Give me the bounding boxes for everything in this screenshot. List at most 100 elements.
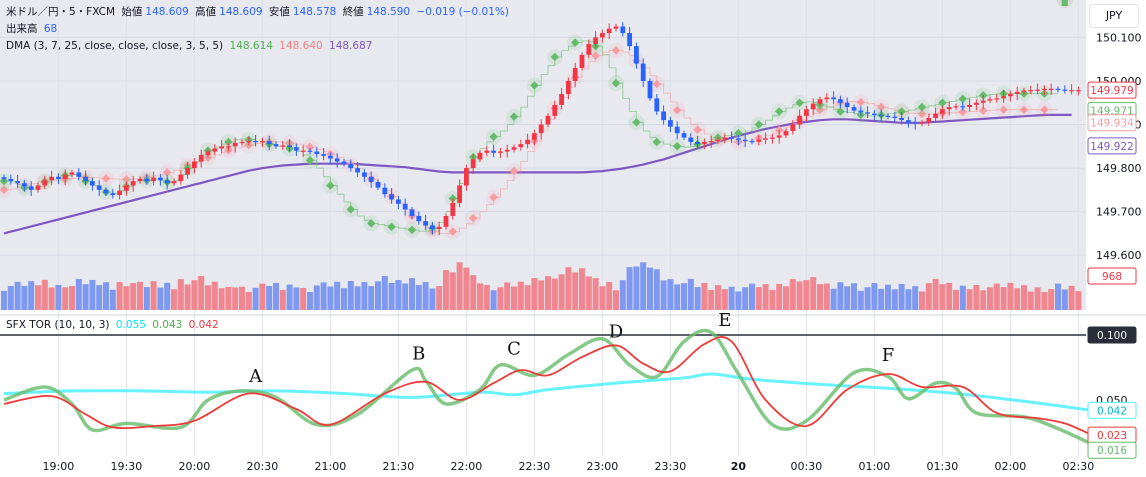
- time-tick-label: 02:00: [995, 460, 1027, 473]
- candle-body: [1021, 90, 1027, 92]
- candle-body: [314, 151, 320, 155]
- candle-body: [8, 178, 14, 182]
- volume-bar: [157, 287, 164, 310]
- candle-body: [770, 137, 775, 139]
- volume-bar: [7, 286, 14, 310]
- candle-body: [838, 99, 843, 103]
- symbol-legend[interactable]: 米ドル／円・5・FXCM 始値 148.609 高値 148.609 安値 148.5…: [6, 5, 512, 19]
- candle-body: [491, 150, 496, 153]
- volume-bar: [1068, 285, 1075, 310]
- volume-bar: [184, 284, 191, 310]
- low-value: 148.578: [292, 6, 337, 18]
- candle-body: [470, 159, 476, 169]
- volume-bar: [259, 283, 266, 310]
- candle-body: [498, 151, 503, 153]
- volume-bar: [667, 279, 674, 310]
- candle-body: [851, 107, 857, 111]
- candle-body: [613, 26, 619, 29]
- candle-body: [35, 185, 41, 190]
- volume-bar: [293, 287, 300, 310]
- candle-body: [294, 147, 299, 151]
- volume-bar: [334, 281, 341, 310]
- volume-bar: [62, 287, 69, 310]
- volume-bar: [1014, 288, 1021, 310]
- volume-bar: [69, 286, 75, 310]
- candle-body: [171, 181, 177, 184]
- volume-bar: [109, 289, 116, 310]
- time-tick-label: 19:00: [43, 460, 75, 473]
- candle-body: [328, 155, 333, 159]
- volume-bar: [531, 278, 538, 310]
- dma-legend[interactable]: DMA (3, 7, 25, close, close, close, 3, 5…: [6, 39, 375, 53]
- candle-body: [389, 194, 394, 200]
- price-tick-label: 150.100: [1096, 31, 1142, 44]
- time-axis[interactable]: 19:00 19:30 20:00 20:30 21:00 21:30 22:00 22:30…: [43, 460, 1095, 473]
- sfx-value-red: 0.042: [188, 319, 219, 331]
- sfx-value-green: 0.043: [152, 319, 183, 331]
- sfx-green-badge-box: [1087, 441, 1137, 459]
- volume-bar: [599, 286, 606, 310]
- candle-body: [1048, 88, 1054, 91]
- volume-bar: [225, 286, 232, 310]
- volume-bar: [647, 267, 653, 310]
- volume-bar: [395, 279, 402, 310]
- volume-bar: [1055, 283, 1061, 310]
- candle-body: [906, 120, 911, 123]
- candle-body: [76, 172, 82, 177]
- volume-bar: [218, 288, 225, 310]
- volume-bar: [1007, 282, 1014, 310]
- candle-body: [110, 193, 116, 196]
- volume-bar: [381, 275, 388, 310]
- volume-bar: [198, 275, 205, 310]
- candle-body: [375, 182, 381, 188]
- open-label: 始値: [121, 6, 143, 18]
- volume-bar: [579, 268, 585, 310]
- volume-bar: [898, 283, 905, 310]
- volume-bar: [776, 283, 783, 310]
- sfx-legend[interactable]: SFX TOR (10, 10, 3) 0.055 0.043 0.042: [6, 318, 222, 332]
- volume-bar: [313, 285, 320, 310]
- candle-body: [586, 43, 592, 55]
- volume-bar: [762, 284, 769, 310]
- candle-body: [226, 146, 231, 148]
- candle-body: [423, 221, 428, 226]
- volume-bar: [681, 283, 687, 310]
- volume-bar: [273, 282, 279, 310]
- volume-bar: [715, 285, 721, 310]
- volume-bar: [953, 289, 959, 310]
- symbol-name: 米ドル／円・5・FXCM: [6, 6, 116, 18]
- volume-bar: [973, 285, 980, 310]
- volume-bar: [279, 289, 286, 310]
- price-tick-label: 149.700: [1096, 206, 1142, 219]
- time-tick-label: 22:30: [519, 460, 551, 473]
- candle-body: [103, 189, 109, 194]
- volume-legend[interactable]: 出来高 68: [6, 22, 60, 36]
- volume-label: 出来高: [6, 23, 38, 35]
- volume-bar: [572, 272, 579, 310]
- volume-bar: [545, 276, 551, 310]
- candle-body: [919, 122, 925, 124]
- currency-button[interactable]: JPY: [1089, 4, 1139, 28]
- volume-bar: [327, 286, 334, 310]
- candle-body: [130, 181, 136, 186]
- volume-bar: [490, 290, 497, 310]
- volume-bar: [837, 282, 844, 310]
- volume-bar: [810, 277, 817, 310]
- candle-body: [151, 177, 156, 182]
- candle-body: [416, 215, 422, 222]
- volume-bar: [456, 262, 463, 310]
- candle-body: [117, 190, 122, 196]
- candle-body: [484, 150, 490, 153]
- sfx-line-cyan: [3, 372, 1093, 412]
- volume-bar: [497, 287, 504, 310]
- candle-body: [756, 139, 762, 142]
- sfx-value-cyan: 0.055: [115, 319, 146, 331]
- volume-bar: [130, 283, 137, 310]
- candle-body: [647, 80, 653, 99]
- candle-body: [749, 141, 755, 143]
- candle-body: [885, 115, 891, 118]
- candle-body: [722, 137, 728, 140]
- volume-bar: [524, 285, 531, 310]
- time-tick-label: 01:30: [927, 460, 959, 473]
